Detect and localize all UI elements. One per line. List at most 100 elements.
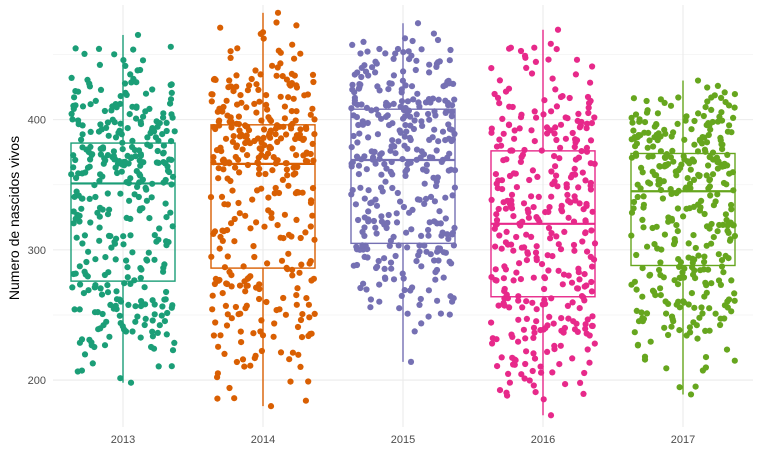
data-point <box>715 251 722 258</box>
data-point <box>686 205 693 212</box>
data-point <box>661 324 668 331</box>
data-point <box>161 261 168 268</box>
data-point <box>407 287 414 294</box>
data-point <box>78 205 85 212</box>
data-point <box>92 97 99 104</box>
data-point <box>272 131 279 138</box>
data-point <box>553 233 560 240</box>
data-point <box>630 198 638 206</box>
data-point <box>657 272 664 279</box>
data-point <box>639 265 646 272</box>
data-point <box>493 211 500 218</box>
data-point <box>262 153 269 160</box>
data-point <box>355 121 362 129</box>
data-point <box>661 126 668 133</box>
data-point <box>298 334 306 341</box>
data-point <box>589 63 596 70</box>
data-point <box>645 179 652 186</box>
data-point <box>668 323 675 330</box>
data-point <box>677 259 685 266</box>
data-point <box>367 296 374 303</box>
data-point <box>492 266 499 273</box>
data-point <box>224 311 231 318</box>
data-point <box>137 162 144 169</box>
data-point <box>267 403 275 410</box>
data-point <box>77 281 84 288</box>
data-point <box>209 91 216 98</box>
data-point <box>513 269 520 276</box>
data-point <box>565 197 572 204</box>
data-point <box>267 127 274 134</box>
data-point <box>361 224 368 231</box>
data-point <box>74 368 81 375</box>
data-point <box>645 153 652 160</box>
data-point <box>628 281 635 288</box>
data-point <box>358 73 365 81</box>
data-point <box>361 232 368 239</box>
data-point <box>237 92 244 99</box>
data-point <box>113 235 120 242</box>
data-point <box>381 160 388 168</box>
data-point <box>293 22 300 29</box>
data-point <box>376 45 383 53</box>
data-point <box>257 328 264 335</box>
data-point <box>573 56 581 63</box>
data-point <box>268 210 275 217</box>
data-point <box>73 234 80 241</box>
data-point <box>640 193 647 200</box>
data-point <box>401 142 408 149</box>
data-point <box>256 281 263 288</box>
data-point <box>676 304 683 311</box>
data-point <box>508 241 515 248</box>
data-point <box>694 77 702 84</box>
data-point <box>281 211 288 218</box>
data-point <box>436 208 443 215</box>
data-point <box>634 181 641 188</box>
data-point <box>305 301 312 308</box>
data-point <box>293 216 300 223</box>
data-point <box>385 211 392 219</box>
box-2014 <box>210 12 316 407</box>
data-point <box>289 41 296 48</box>
data-point <box>708 240 715 247</box>
data-point <box>285 94 292 101</box>
data-point <box>530 204 537 211</box>
data-point <box>104 211 112 218</box>
data-point <box>376 281 383 288</box>
box <box>350 108 456 245</box>
data-point <box>260 35 267 42</box>
data-point <box>500 275 507 282</box>
data-point <box>533 257 540 264</box>
data-point <box>533 318 540 325</box>
data-point <box>510 247 517 254</box>
data-point <box>418 232 425 239</box>
data-point <box>531 329 538 336</box>
data-point <box>368 107 375 114</box>
data-point <box>692 383 699 390</box>
data-point <box>125 301 132 308</box>
data-point <box>426 136 433 143</box>
data-point <box>164 163 171 170</box>
data-point <box>154 147 161 155</box>
data-point <box>364 48 371 55</box>
data-point <box>232 153 239 161</box>
data-point <box>246 140 254 147</box>
data-point <box>725 255 732 262</box>
data-point <box>402 122 409 129</box>
data-point <box>521 244 528 251</box>
data-point <box>372 58 379 65</box>
data-point <box>221 264 228 271</box>
data-point <box>122 62 129 69</box>
data-point <box>228 272 235 279</box>
data-point <box>723 216 730 224</box>
data-point <box>82 271 89 278</box>
data-point <box>280 235 287 242</box>
data-point <box>591 114 598 121</box>
data-point <box>217 144 224 151</box>
data-point <box>311 116 318 123</box>
data-point <box>129 249 136 256</box>
data-point <box>137 274 144 282</box>
data-point <box>303 295 310 302</box>
data-point <box>489 340 496 347</box>
data-point <box>634 342 642 349</box>
